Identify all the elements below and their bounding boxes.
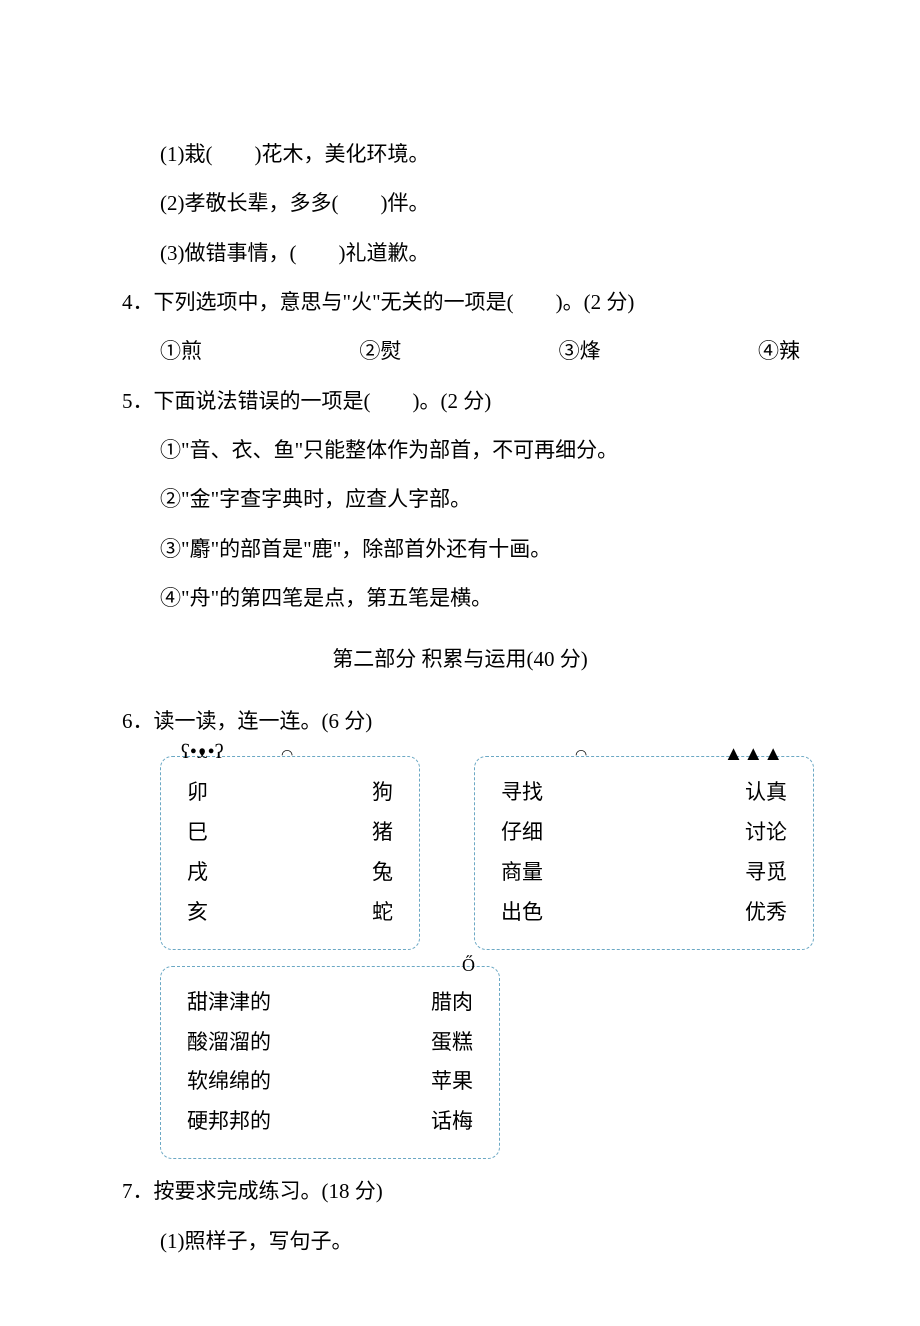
- question-4-stem: 4．下列选项中，意思与"火"无关的一项是( )。(2 分): [122, 278, 820, 327]
- box2-l2: 商量: [501, 853, 543, 893]
- q4-option-2: ②熨: [359, 327, 401, 376]
- box2-r2: 寻觅: [745, 853, 787, 893]
- box1-r2: 兔: [372, 853, 393, 893]
- q7-sub-1: (1)照样子，写句子。: [160, 1217, 820, 1266]
- q4-option-3: ③烽: [559, 327, 601, 376]
- fill-blank-2: (2)孝敬长辈，多多( )伴。: [160, 179, 820, 228]
- box2-r1: 讨论: [745, 813, 787, 853]
- trees-icon: ▲▲▲: [724, 743, 783, 766]
- fill-blank-3: (3)做错事情，( )礼道歉。: [160, 229, 820, 278]
- box2-l0: 寻找: [501, 773, 543, 813]
- section-2-title: 第二部分 积累与运用(40 分): [100, 635, 820, 684]
- box1-l3: 亥: [187, 893, 208, 933]
- box2-r0: 认真: [745, 773, 787, 813]
- question-6-stem: 6．读一读，连一连。(6 分): [122, 697, 820, 746]
- cloud-icon: ◠: [281, 747, 293, 764]
- box3-r3: 话梅: [431, 1102, 473, 1142]
- box3-l1: 酸溜溜的: [187, 1023, 271, 1063]
- match-box-3: Ő 甜津津的腊肉 酸溜溜的蛋糕 软绵绵的苹果 硬邦邦的话梅: [160, 966, 500, 1160]
- box2-r3: 优秀: [745, 893, 787, 933]
- box3-r1: 蛋糕: [431, 1023, 473, 1063]
- cloud-icon-2: ◠: [575, 747, 587, 764]
- match-box-2: ▲▲▲ ◠ 寻找认真 仔细讨论 商量寻觅 出色优秀: [474, 756, 814, 950]
- box1-l0: 卯: [187, 773, 208, 813]
- question-5-stem: 5．下面说法错误的一项是( )。(2 分): [122, 377, 820, 426]
- q4-option-4: ④辣: [758, 327, 800, 376]
- box1-l2: 戌: [187, 853, 208, 893]
- box3-r2: 苹果: [431, 1062, 473, 1102]
- box3-l0: 甜津津的: [187, 983, 271, 1023]
- fill-blank-1: (1)栽( )花木，美化环境。: [160, 130, 820, 179]
- box2-l3: 出色: [501, 893, 543, 933]
- question-7-stem: 7．按要求完成练习。(18 分): [122, 1167, 820, 1216]
- box1-l1: 巳: [187, 813, 208, 853]
- box3-r0: 腊肉: [431, 983, 473, 1023]
- box3-l3: 硬邦邦的: [187, 1102, 271, 1142]
- q5-line-2: ②"金"字查字典时，应查人字部。: [160, 475, 820, 524]
- bunny-icon: ʕ•ᴥ•ʔ: [181, 741, 224, 764]
- box1-r1: 猪: [372, 813, 393, 853]
- box3-l2: 软绵绵的: [187, 1062, 271, 1102]
- box1-r3: 蛇: [372, 893, 393, 933]
- match-box-1: ʕ•ᴥ•ʔ ◠ 卯狗 巳猪 戌兔 亥蛇: [160, 756, 420, 950]
- box1-r0: 狗: [372, 773, 393, 813]
- q5-line-1: ①"音、衣、鱼"只能整体作为部首，不可再细分。: [160, 426, 820, 475]
- q4-option-1: ①煎: [160, 327, 202, 376]
- box2-l1: 仔细: [501, 813, 543, 853]
- apple-icon: Ő: [462, 955, 475, 976]
- q5-line-4: ④"舟"的第四笔是点，第五笔是横。: [160, 574, 820, 623]
- q5-line-3: ③"麝"的部首是"鹿"，除部首外还有十画。: [160, 525, 820, 574]
